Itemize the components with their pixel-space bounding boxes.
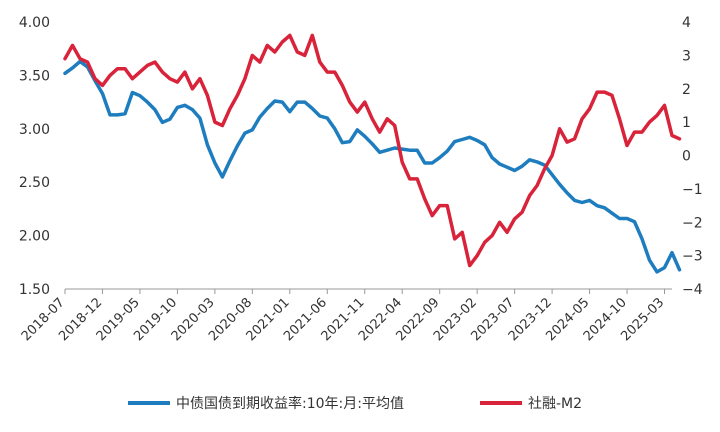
left-tick-label: 3.50 [19, 68, 50, 84]
left-tick-label: 2.50 [19, 175, 50, 191]
right-tick-label: 0 [682, 149, 691, 165]
left-tick-label: 2.00 [19, 229, 50, 245]
right-tick-label: −2 [682, 215, 703, 231]
right-tick-label: 1 [682, 115, 691, 131]
right-tick-label: 4 [682, 15, 691, 31]
legend-label: 社融-M2 [528, 396, 582, 412]
left-tick-label: 3.00 [19, 122, 50, 138]
left-tick-label: 4.00 [19, 15, 50, 31]
x-axis-ticks: 2018-072018-122019-052019-102020-032020-… [19, 289, 667, 344]
left-axis-ticks: 4.00 3.50 3.00 2.50 2.00 1.50 [19, 15, 50, 298]
series-line-1 [63, 59, 682, 274]
legend-label: 中债国债到期收益率:10年:月:平均值 [176, 395, 404, 412]
left-tick-label: 1.50 [19, 282, 50, 298]
right-tick-label: −3 [682, 249, 703, 265]
legend: 中债国债到期收益率:10年:月:平均值 社融-M2 [128, 395, 582, 412]
series-layer [63, 33, 682, 274]
right-axis-ticks: 4 3 2 1 0 −1 −2 −3 −4 [682, 15, 703, 298]
right-tick-label: 2 [682, 82, 691, 98]
right-tick-label: 3 [682, 48, 691, 64]
plot-area [63, 33, 682, 290]
series-line-2 [63, 33, 682, 268]
right-tick-label: −1 [682, 182, 703, 198]
right-tick-label: −4 [682, 282, 703, 298]
